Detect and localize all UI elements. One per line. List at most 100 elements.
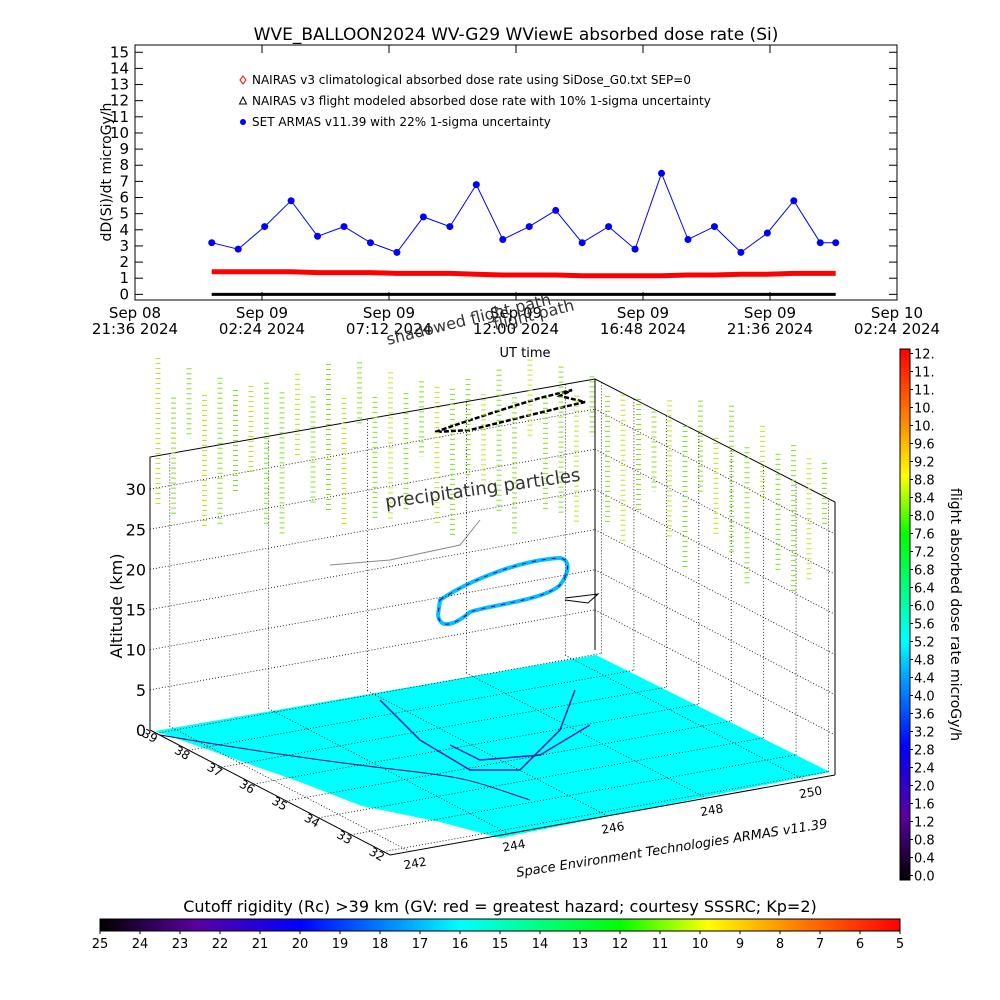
z-tick-label: 20 [126,560,146,579]
data-point [287,197,295,205]
x-tick-label: Sep 08 [109,304,161,322]
grid-line [221,686,667,768]
colorbar-tick-label: 7 [816,937,824,952]
x-tick-label: Sep 09 [236,304,288,322]
colorbar-tick-label: 24 [132,937,149,952]
grid-line [286,720,732,802]
legend-marker [240,119,246,125]
colorbar-tick-label: 9 [736,937,744,952]
y-tick-label: 5 [119,205,129,223]
data-point [605,223,613,231]
annotation: precipitating particles [384,465,582,513]
x-tick-label: Sep 10 [871,304,923,322]
data-point [710,223,718,231]
data-point [790,197,798,205]
colorbar-tick-label: 6.4 [914,582,935,597]
colorbar-tick-label: 1.6 [914,798,935,813]
grid-line [594,609,836,736]
colorbar-tick-label: 11 [652,937,669,952]
chart-title: WVE_BALLOON2024 WV-G29 WViewE absorbed d… [254,25,779,45]
x-tick-label: 16:48 2024 [600,320,686,338]
colorbar-title: Cutoff rigidity (Rc) >39 km (GV: red = g… [183,897,817,916]
shadow-trace [329,519,481,566]
colorbar-tick-label: 5 [896,937,904,952]
colorbar-tick-label: 10 [692,937,709,952]
grid-line [565,654,806,781]
data-point [552,206,560,214]
colorbar-tick-label: 9.6 [914,438,935,453]
lon-tick-label: 244 [501,837,526,855]
box-edge [149,378,836,775]
plot-3d: 0 5 10 15 20 25 30 39 38 37 36 35 34 33 32 242 244 246 248… [107,358,836,881]
x-tick-label: Sep 09 [490,304,542,322]
y-tick-label: 15 [110,43,129,61]
data-point [261,223,269,231]
grid-line [383,771,829,853]
x-tick-label: 21:36 2024 [92,320,178,338]
colorbar-tick-label: 17 [412,937,429,952]
grid-line [188,669,634,751]
flight-path-dose [437,557,568,625]
lon-tick-label: 248 [699,801,724,819]
colorbar-tick-label: 1.2 [914,816,935,831]
grid-line [156,652,602,734]
lat-tick-label: 35 [269,794,289,814]
y-tick-label: 8 [119,156,129,174]
data-point [684,235,692,243]
box-edge [149,729,836,856]
grid-line [253,703,699,785]
data-point [472,181,480,189]
lat-tick-label: 37 [205,760,225,780]
series-line [211,269,836,279]
lon-tick-label: 242 [403,855,428,873]
x-tick-label: 02:24 2024 [219,320,305,338]
legend-label: NAIRAS v3 climatological absorbed dose r… [252,73,691,87]
colorbar-tick-label: 7.6 [914,528,935,543]
grid-line [466,672,707,799]
series-line [211,171,836,254]
colorbar-tick-label: 3.2 [914,726,935,741]
colorbar-tick-label: 6.8 [914,564,935,579]
legend-marker [238,95,248,105]
data-point [499,235,507,243]
colorbar-tick-label: 5.6 [914,618,935,633]
y-tick-label: 6 [119,189,129,207]
colorbar-tick-label: 0.0 [914,870,935,885]
data-point [737,248,745,256]
colorbar-tick-label: 9.2 [914,456,935,471]
colorbar-tick-label: 19 [332,937,349,952]
y-tick-label: 2 [119,253,129,271]
colorbar-tick-label: 2.0 [914,780,935,795]
legend-marker [239,75,247,85]
data-point [763,229,771,237]
y-axis-label: dD(Si)/dt microGy/h [99,103,115,242]
colorbar-tick-label: 0.4 [914,852,935,867]
flight-path-end [564,593,600,604]
y-tick-label: 12 [110,92,129,110]
y-tick-label: 9 [119,140,129,158]
colorbar-tick-label: 23 [172,937,189,952]
colorbar-tick-label: 6 [856,937,864,952]
grid-line [149,609,596,691]
data-point [525,223,533,231]
data-point [234,245,242,253]
y-tick-label: 3 [119,237,129,255]
data-point [816,239,824,247]
y-tick-label: 1 [119,269,129,287]
data-point [314,232,322,240]
ground-track [159,734,531,801]
x-tick-label: 21:36 2024 [727,320,813,338]
x-tick-label: Sep 09 [363,304,415,322]
data-point [658,169,666,177]
colorbar-tick-label: 10. [914,402,935,417]
x-tick-label: Sep 09 [744,304,796,322]
colorbar-tick-label: 14 [532,937,549,952]
z-tick-label: 10 [126,641,146,660]
colorbar-tick-label: 25 [92,937,109,952]
lon-tick-label: 246 [600,819,625,837]
colorbar-tick-label: 16 [452,937,469,952]
colorbar-tick-label: 3.6 [914,708,935,723]
data-point [578,239,586,247]
colorbar-tick-label: 8.4 [914,492,935,507]
y-tick-label: 14 [110,59,129,77]
